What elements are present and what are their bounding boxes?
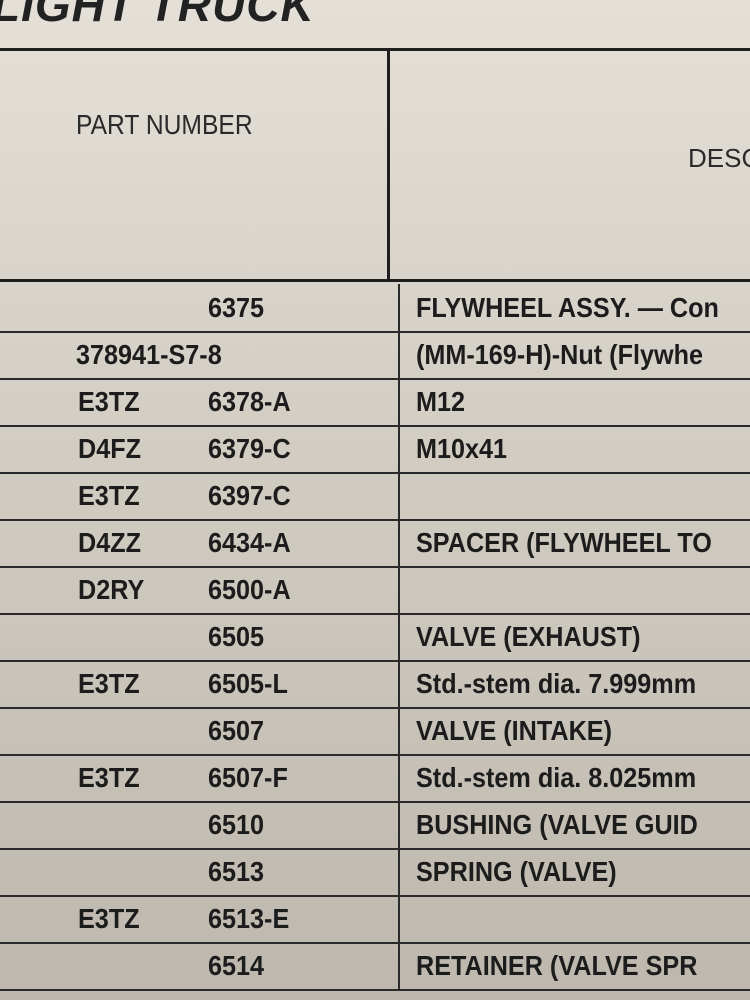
table-row: 378941-S7-8 (MM-169-H)-Nut (Flywhe	[0, 331, 750, 380]
part-prefix: D2RY	[78, 574, 145, 605]
table-row: D4ZZ 6434-A SPACER (FLYWHEEL TO	[0, 519, 750, 568]
table-row: E3TZ 6513-E	[0, 895, 750, 944]
table-row: D4FZ 6379-C M10x41	[0, 425, 750, 474]
column-divider	[398, 754, 400, 801]
column-divider	[398, 472, 400, 519]
table-row: E3TZ 6505-L Std.-stem dia. 7.999mm	[0, 660, 750, 709]
part-prefix: E3TZ	[78, 480, 140, 511]
part-number: 6378-A	[208, 386, 291, 417]
parts-table: PART NUMBER DESC 6375 FLYWHEEL ASSY. — Co…	[0, 48, 750, 1000]
table-row: 6507 VALVE (INTAKE)	[0, 707, 750, 756]
part-number: 6500-A	[208, 574, 291, 605]
column-divider	[398, 519, 400, 566]
description: RETAINER (VALVE SPR	[416, 950, 698, 981]
part-prefix: D4FZ	[78, 433, 141, 464]
part-number: 6375	[208, 292, 265, 323]
part-number: 6507-F	[208, 762, 288, 793]
description: Std.-stem dia. 7.999mm	[416, 668, 697, 699]
column-divider	[398, 895, 400, 942]
description: VALVE (INTAKE)	[416, 715, 612, 746]
table-row: E3TZ 6378-A M12	[0, 378, 750, 427]
part-prefix: E3TZ	[78, 386, 140, 417]
column-divider	[398, 378, 400, 425]
description: FLYWHEEL ASSY. — Con	[416, 292, 719, 323]
column-divider	[387, 51, 390, 279]
description: VALVE (EXHAUST)	[416, 621, 641, 652]
table-row: E3TZ 6397-C	[0, 472, 750, 521]
part-number: 6379-C	[208, 433, 291, 464]
description: Std.-stem dia. 8.025mm	[416, 762, 697, 793]
column-divider	[398, 848, 400, 895]
part-number: 6505-L	[208, 668, 288, 699]
table-row: E3TZ 6507-F Std.-stem dia. 8.025mm	[0, 754, 750, 803]
page-title: LIGHT TRUCK	[0, 0, 315, 31]
part-number: 378941-S7-8	[76, 339, 222, 370]
table-row: 6375 FLYWHEEL ASSY. — Con	[0, 284, 750, 333]
table-row: D2RY 6500-A	[0, 566, 750, 615]
part-number: 6507	[208, 715, 265, 746]
description: M12	[416, 386, 466, 417]
description: BUSHING (VALVE GUID	[416, 809, 698, 840]
column-divider	[398, 566, 400, 613]
part-number: 6510	[208, 809, 265, 840]
description: M10x41	[416, 433, 508, 464]
column-divider	[398, 707, 400, 754]
table-row: 6514 RETAINER (VALVE SPR	[0, 942, 750, 991]
table-row: 6513 SPRING (VALVE)	[0, 848, 750, 897]
description: SPRING (VALVE)	[416, 856, 617, 887]
part-number: 6505	[208, 621, 265, 652]
part-number: 6513-E	[208, 903, 290, 934]
part-prefix: E3TZ	[78, 903, 140, 934]
part-number: 6397-C	[208, 480, 291, 511]
part-number: 6513	[208, 856, 265, 887]
description: SPACER (FLYWHEEL TO	[416, 527, 712, 558]
column-divider	[398, 425, 400, 472]
table-row: 6510 BUSHING (VALVE GUID	[0, 801, 750, 850]
table-header: PART NUMBER DESC	[0, 51, 750, 282]
part-number: 6514	[208, 950, 265, 981]
column-divider	[398, 942, 400, 989]
column-divider	[398, 801, 400, 848]
part-prefix: D4ZZ	[78, 527, 141, 558]
column-header: PART NUMBER	[76, 109, 253, 140]
part-prefix: E3TZ	[78, 668, 140, 699]
part-number: 6434-A	[208, 527, 291, 558]
table-row: 6505 VALVE (EXHAUST)	[0, 613, 750, 662]
column-divider	[398, 331, 400, 378]
column-header: DESC	[688, 143, 750, 173]
column-divider	[398, 284, 400, 331]
part-prefix: E3TZ	[78, 762, 140, 793]
column-divider	[398, 660, 400, 707]
column-divider	[398, 613, 400, 660]
description: (MM-169-H)-Nut (Flywhe	[416, 339, 703, 370]
